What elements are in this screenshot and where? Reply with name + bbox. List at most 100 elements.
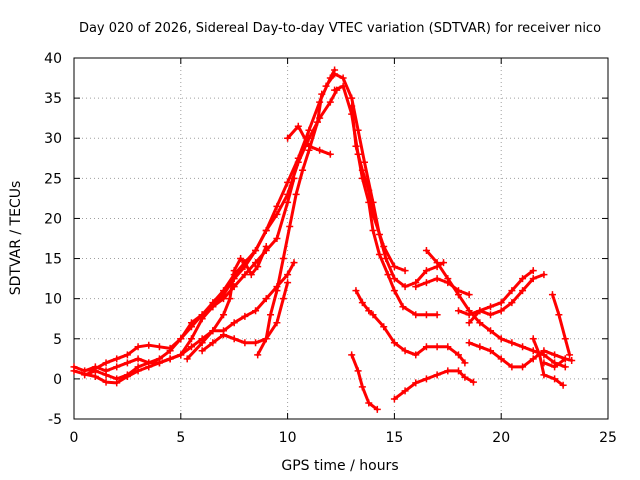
- data-point: [252, 339, 260, 347]
- data-point: [382, 255, 390, 263]
- data-point: [433, 259, 441, 267]
- data-point: [540, 347, 548, 355]
- data-point: [348, 94, 356, 102]
- data-point: [284, 190, 292, 198]
- data-point: [444, 367, 452, 375]
- data-point: [422, 247, 430, 255]
- series-arc-1: [70, 259, 298, 387]
- x-tick-label: 25: [599, 430, 617, 446]
- data-point: [352, 142, 360, 150]
- data-point: [145, 359, 153, 367]
- series-arc-13: [348, 351, 381, 413]
- y-tick-label: 0: [53, 372, 62, 388]
- y-tick-label: 25: [44, 171, 62, 187]
- data-point: [358, 383, 366, 391]
- y-tick-label: 40: [44, 51, 62, 67]
- data-point: [561, 363, 569, 371]
- data-point: [401, 347, 409, 355]
- data-point: [433, 275, 441, 283]
- series-arc-8: [284, 122, 334, 158]
- data-point: [508, 287, 516, 295]
- data-point: [465, 291, 473, 299]
- data-point: [177, 335, 185, 343]
- series-line: [72, 88, 339, 373]
- data-point: [331, 86, 339, 94]
- x-tick-label: 0: [70, 430, 79, 446]
- data-point: [354, 367, 362, 375]
- series-arc-11: [348, 102, 409, 275]
- data-point: [113, 375, 121, 383]
- series-arc-12: [352, 287, 469, 367]
- data-point: [412, 351, 420, 359]
- data-point: [380, 243, 388, 251]
- data-point: [177, 351, 185, 359]
- data-point: [348, 102, 356, 110]
- data-point: [81, 367, 89, 375]
- data-point: [375, 251, 383, 259]
- data-point: [331, 70, 339, 78]
- y-tick-label: 35: [44, 91, 62, 107]
- data-point: [433, 311, 441, 319]
- data-point: [209, 327, 217, 335]
- data-point: [540, 271, 548, 279]
- data-point: [412, 311, 420, 319]
- data-point: [290, 259, 298, 267]
- data-point: [102, 359, 110, 367]
- data-point: [369, 226, 377, 234]
- data-point: [433, 343, 441, 351]
- data-point: [292, 190, 300, 198]
- y-tick-labels: -5 0 5 10 15 20 25 30 35 40: [44, 51, 62, 428]
- data-point: [508, 363, 516, 371]
- y-tick-label: 30: [44, 131, 62, 147]
- series-line: [350, 353, 379, 411]
- data-point: [536, 351, 544, 359]
- data-point: [365, 307, 373, 315]
- y-tick-label: -5: [48, 412, 62, 428]
- data-point: [529, 275, 537, 283]
- data-point: [198, 311, 206, 319]
- data-point: [267, 311, 275, 319]
- data-point: [284, 134, 292, 142]
- data-point: [551, 363, 559, 371]
- data-point: [412, 283, 420, 291]
- data-point: [399, 303, 407, 311]
- data-point: [305, 142, 313, 150]
- series-arc-18: [465, 271, 548, 327]
- x-tick-labels: 0 5 10 15 20 25: [70, 430, 617, 446]
- series-line: [542, 357, 574, 369]
- data-point: [314, 118, 322, 126]
- data-point: [476, 319, 484, 327]
- data-series: [70, 66, 576, 413]
- series-line: [89, 68, 337, 373]
- data-point: [487, 311, 495, 319]
- data-point: [529, 355, 537, 363]
- data-point: [183, 355, 191, 363]
- data-point: [454, 367, 462, 375]
- data-point: [519, 363, 527, 371]
- data-point: [273, 235, 281, 242]
- series-arc-6: [254, 90, 326, 359]
- data-point: [279, 255, 287, 263]
- data-point: [220, 331, 228, 339]
- data-point: [198, 347, 206, 355]
- data-point: [369, 210, 377, 218]
- data-point: [102, 367, 110, 375]
- data-point: [247, 271, 255, 279]
- series-line: [72, 261, 296, 385]
- data-point: [519, 343, 527, 351]
- data-point: [187, 335, 195, 343]
- data-point: [384, 271, 392, 279]
- data-point: [559, 381, 567, 389]
- data-point: [561, 335, 569, 343]
- data-point: [401, 283, 409, 291]
- data-point: [519, 275, 527, 283]
- data-point: [487, 327, 495, 335]
- data-point: [155, 343, 163, 351]
- data-point: [390, 395, 398, 403]
- x-axis-label: GPS time / hours: [281, 458, 398, 474]
- data-point: [262, 335, 270, 343]
- data-point: [241, 271, 249, 279]
- data-point: [113, 355, 121, 363]
- data-point: [465, 339, 473, 347]
- data-point: [508, 299, 516, 307]
